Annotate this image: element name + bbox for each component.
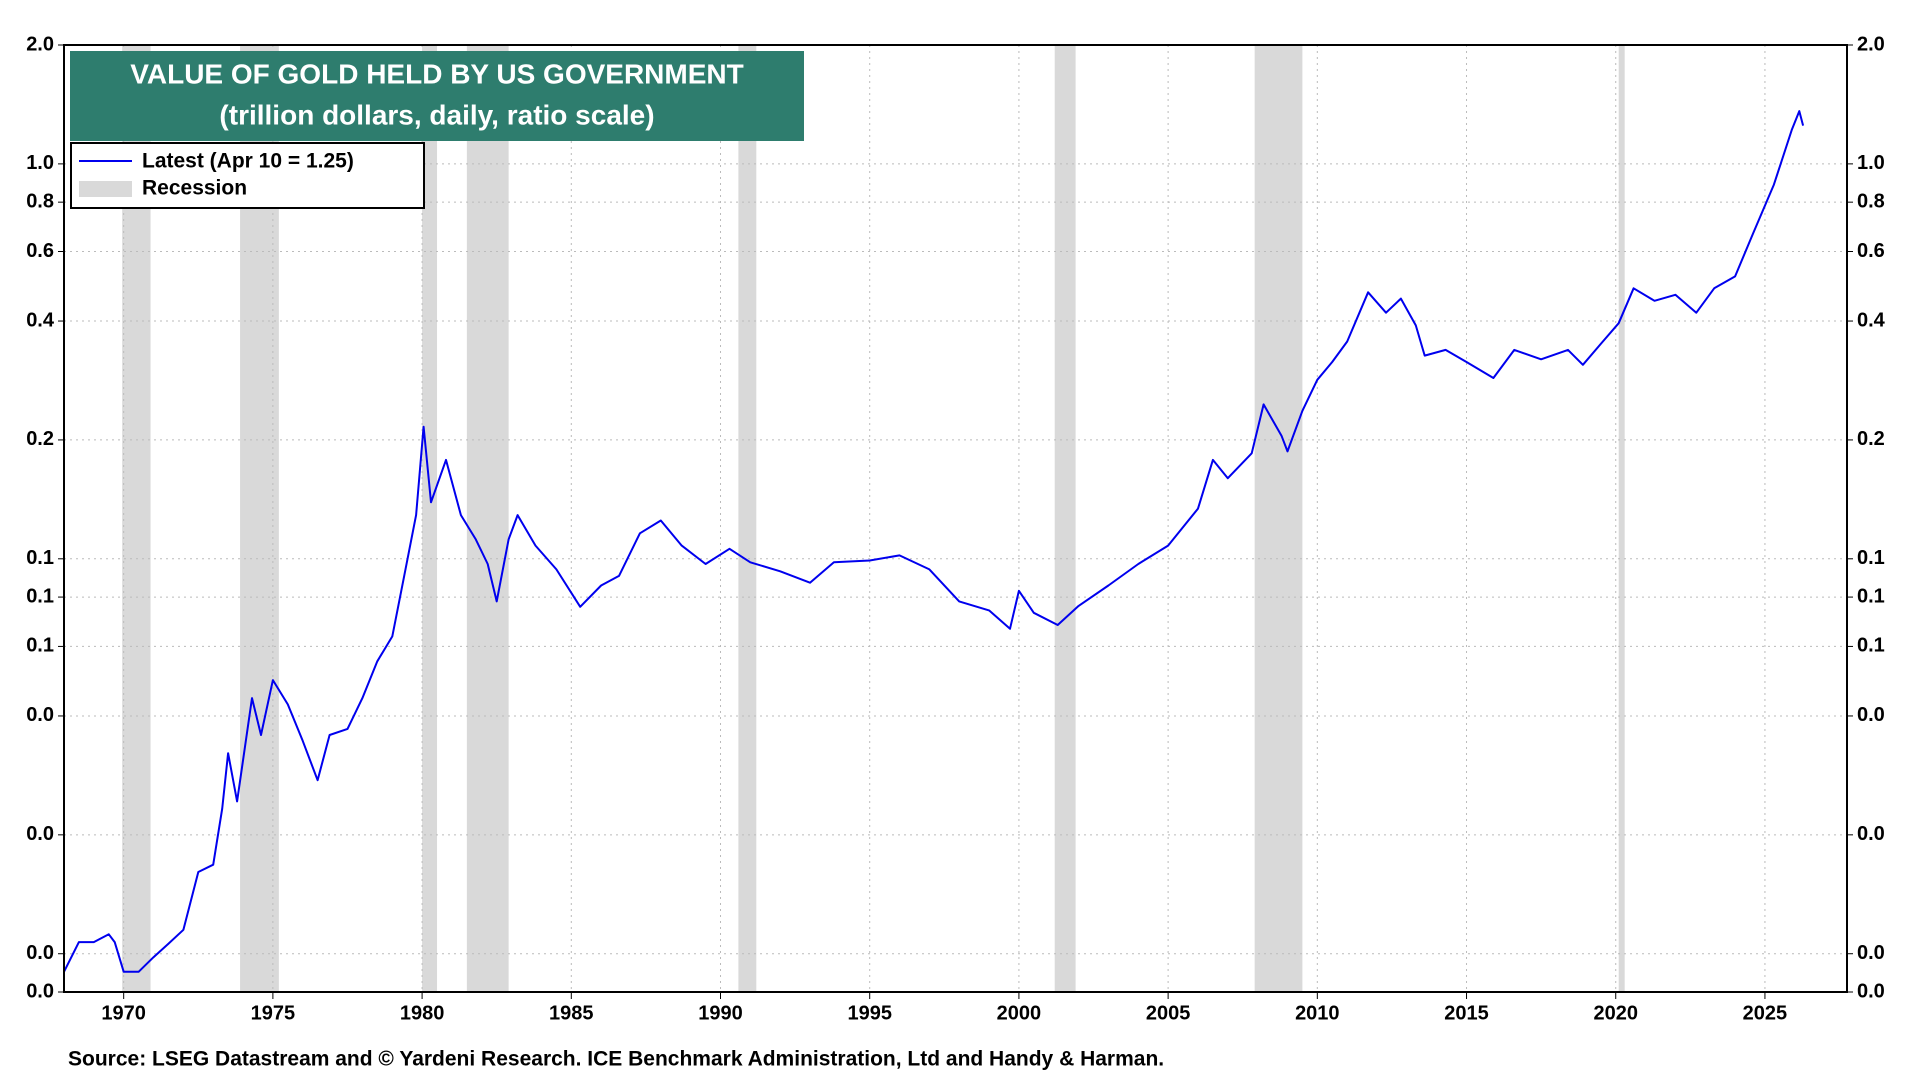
legend-box [70,142,425,209]
x-tick-label: 1975 [251,1002,296,1024]
x-tick-label: 2015 [1444,1002,1489,1024]
y2-tick-label: 0.1 [1857,547,1885,569]
y2-tick-label: 0.1 [1857,585,1885,607]
y-tick-label: 1.0 [26,152,54,174]
title-box [70,51,804,141]
recession-band [1054,45,1076,992]
legend-label: Latest (Apr 10 = 1.25) [142,150,354,173]
y-tick-label: 0.0 [26,980,54,1002]
y-tick-label: 0.1 [26,635,54,657]
recession-band [1254,45,1303,992]
data-line [63,110,1805,973]
y-tick-label: 0.8 [26,190,54,212]
plot-layer [63,110,1805,973]
y-tick-label: 0.4 [26,309,55,331]
x-tick-label: 2000 [997,1002,1042,1024]
y2-tick-label: 0.1 [1857,635,1885,657]
y2-tick-label: 0.6 [1857,240,1885,262]
chart-subtitle: (trillion dollars, daily, ratio scale) [219,99,654,130]
y-tick-label: 0.1 [26,585,54,607]
plot-frame [63,44,1848,993]
y-tick-label: 0.0 [26,823,54,845]
y2-tick-label: 2.0 [1857,33,1885,55]
y2-tick-label: 0.0 [1857,823,1885,845]
recession-band [466,45,509,992]
y2-tick-label: 1.0 [1857,152,1885,174]
x-tick-label: 2025 [1743,1002,1788,1024]
legend-recession-swatch [79,181,132,197]
x-tick-label: 1990 [698,1002,743,1024]
y-tick-label: 0.0 [26,704,54,726]
recession-band [422,45,438,992]
y2-tick-label: 0.0 [1857,704,1885,726]
chart-title: VALUE OF GOLD HELD BY US GOVERNMENT [130,58,743,89]
x-tick-label: 2020 [1593,1002,1638,1024]
y2-tick-label: 0.8 [1857,190,1885,212]
x-tick-label: 2005 [1146,1002,1191,1024]
x-tick-label: 1970 [101,1002,146,1024]
x-tick-label: 1985 [549,1002,594,1024]
y-tick-label: 0.0 [26,942,54,964]
recession-band [1618,45,1625,992]
y-tick-label: 0.2 [26,428,54,450]
y2-tick-label: 0.0 [1857,942,1885,964]
source-note: Source: LSEG Datastream and © Yardeni Re… [68,1048,1164,1071]
x-tick-label: 1995 [847,1002,892,1024]
y-tick-label: 0.6 [26,240,54,262]
y2-tick-label: 0.0 [1857,980,1885,1002]
x-tick-label: 2010 [1295,1002,1340,1024]
y2-tick-label: 0.4 [1857,309,1886,331]
recession-band [738,45,757,992]
y-tick-label: 2.0 [26,33,54,55]
x-tick-label: 1980 [400,1002,445,1024]
y-tick-label: 0.1 [26,547,54,569]
y2-tick-label: 0.2 [1857,428,1885,450]
legend-label: Recession [142,177,247,200]
